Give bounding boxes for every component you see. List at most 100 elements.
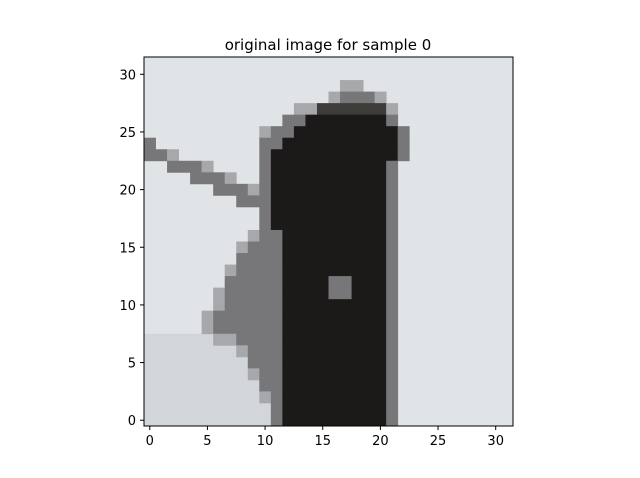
pixel-run [282,322,387,335]
pixel-run [201,322,214,335]
pixel-run [282,368,387,381]
pixel-run [282,276,329,289]
x-tick-label: 5 [203,434,211,449]
pixel-run [386,241,399,254]
pixel-run [259,379,283,392]
pixel-run [282,356,387,369]
pixel-run [259,206,272,219]
x-tick-label: 0 [146,434,154,449]
pixel-run [397,126,410,139]
sample-image [144,57,513,427]
pixel-run [386,287,399,300]
y-tick-label: 10 [119,299,136,314]
pixel-run [213,333,237,346]
pixel-run [293,103,318,116]
pixel-run [259,391,272,404]
pixel-run [270,206,387,219]
pixel-run [247,368,260,381]
pixel-run [282,137,399,150]
pixel-run [351,287,387,300]
pixel-run [259,183,272,196]
pixel-run [236,264,283,277]
chart-title: original image for sample 0 [225,36,432,54]
pixel-run [386,391,399,404]
pixel-run [213,322,283,335]
pixel-run [236,253,283,265]
pixel-run [224,172,237,185]
pixel-run [201,160,214,173]
x-axis: 0 5 10 15 20 25 30 [146,426,504,449]
pixel-run [386,402,399,415]
pixel-run [282,299,387,312]
x-tick-label: 30 [487,434,504,449]
pixel-run [282,310,387,323]
pixel-run [259,229,283,242]
pixel-run [201,310,214,323]
pixel-run [247,345,283,358]
pixel-run [236,195,272,208]
pixel-run [224,264,237,277]
pixel-run [259,368,283,381]
pixel-run [213,310,283,323]
pixel-run [293,126,399,139]
x-tick-label: 25 [430,434,447,449]
pixel-run [386,103,399,116]
pixel-run [270,414,283,427]
x-tick-label: 15 [314,434,331,449]
y-tick-label: 20 [119,184,136,199]
pixel-run [270,149,399,162]
pixel-run [247,356,283,369]
pixel-run [374,91,387,104]
pixel-run [259,137,283,150]
pixel-run [386,345,399,358]
pixel-run [224,299,283,312]
pixel-run [386,414,399,427]
pixel-run [386,114,399,127]
pixel-run [397,149,410,162]
pixel-run [328,287,352,300]
pixel-run [144,149,168,162]
pixel-run [386,253,399,265]
pixel-run [386,379,399,392]
pixel-run [259,218,272,231]
pixel-run [386,299,399,312]
pixel-run [259,172,272,185]
pixel-run [282,402,387,415]
pixel-run [328,91,341,104]
pixel-run [213,299,226,312]
pixel-run [351,276,387,289]
pixel-run [282,345,387,358]
pixel-run [282,414,387,427]
pixel-run [282,264,387,277]
pixel-run [270,195,387,208]
pixel-run [386,333,399,346]
pixel-run [386,172,399,185]
pixel-run [259,149,272,162]
pixel-run [270,172,387,185]
pixel-run [270,126,295,139]
pixel-run [167,149,179,162]
pixel-run [282,114,306,127]
pixel-run [236,333,283,346]
pixel-run [259,160,272,173]
pixel-run [386,229,399,242]
pixel-run [340,80,364,92]
y-tick-label: 25 [119,126,136,141]
pixel-run [282,287,329,300]
pixel-run [247,229,260,242]
y-axis: 0 5 10 15 20 25 30 [119,68,144,429]
pixel-run [282,333,387,346]
pixel-run [270,160,387,173]
pixel-run [190,172,226,185]
pixel-run [386,160,399,173]
pixel-run [213,287,226,300]
x-tick-label: 20 [372,434,389,449]
pixel-run [328,276,352,289]
pixel-run [386,356,399,369]
pixel-run [386,276,399,289]
pixel-run [213,183,249,196]
pixel-run [236,241,249,254]
pixel-run [270,218,387,231]
pixel-run [386,368,399,381]
pixel-run [316,103,387,116]
